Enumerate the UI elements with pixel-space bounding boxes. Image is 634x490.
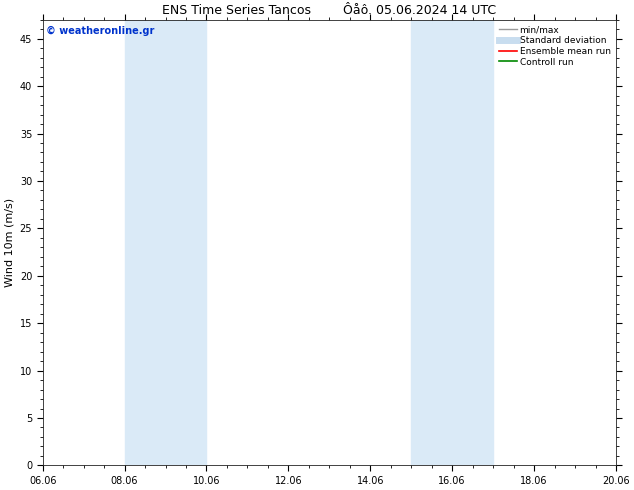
Text: © weatheronline.gr: © weatheronline.gr — [46, 26, 154, 36]
Title: ENS Time Series Tancos        Ôåô. 05.06.2024 14 UTC: ENS Time Series Tancos Ôåô. 05.06.2024 1… — [162, 4, 496, 17]
Y-axis label: Wind 10m (m/s): Wind 10m (m/s) — [4, 198, 14, 287]
Bar — [411, 20, 493, 466]
Legend: min/max, Standard deviation, Ensemble mean run, Controll run: min/max, Standard deviation, Ensemble me… — [495, 22, 614, 70]
Bar — [124, 20, 207, 466]
